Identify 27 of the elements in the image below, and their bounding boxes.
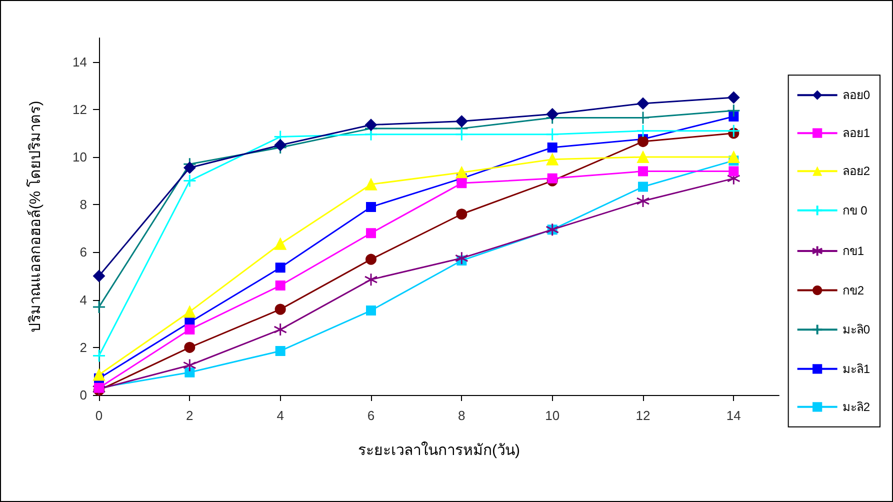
x-tick-label: 2 — [186, 408, 194, 423]
legend-label: ลอย0 — [842, 88, 870, 102]
y-tick-label: 0 — [80, 388, 87, 402]
x-tick-label: 4 — [276, 408, 284, 423]
x-tick-label: 8 — [458, 408, 466, 423]
x-axis-title: ระยะเวลาในการหมัก(วัน) — [358, 441, 520, 459]
y-axis-title: ปริมาณแอลกอฮอล์(% โดยปริมาตร) — [26, 100, 44, 332]
y-tick-label: 8 — [80, 197, 87, 212]
y-tick-label: 14 — [72, 54, 87, 70]
legend-label: มะลิ0 — [842, 322, 870, 337]
y-tick-label: 2 — [80, 340, 87, 355]
legend-label: มะลิ2 — [842, 400, 870, 414]
x-tick-label: 14 — [726, 408, 741, 423]
legend-label: กข2 — [842, 283, 864, 298]
legend-label: ลอย2 — [842, 164, 870, 178]
x-tick-label: 10 — [545, 408, 560, 423]
legend-label: กข1 — [842, 244, 864, 258]
legend-label: ลอย1 — [842, 126, 870, 140]
x-tick-label: 0 — [95, 408, 103, 423]
legend-label: มะลิ1 — [842, 362, 870, 376]
legend-label: กข 0 — [842, 203, 868, 218]
y-tick-label: 4 — [80, 292, 87, 308]
y-tick-label: 6 — [80, 244, 87, 260]
y-tick-label: 12 — [72, 102, 87, 117]
x-tick-label: 6 — [367, 408, 375, 423]
y-tick-label: 10 — [72, 150, 87, 164]
x-tick-label: 12 — [636, 408, 650, 423]
